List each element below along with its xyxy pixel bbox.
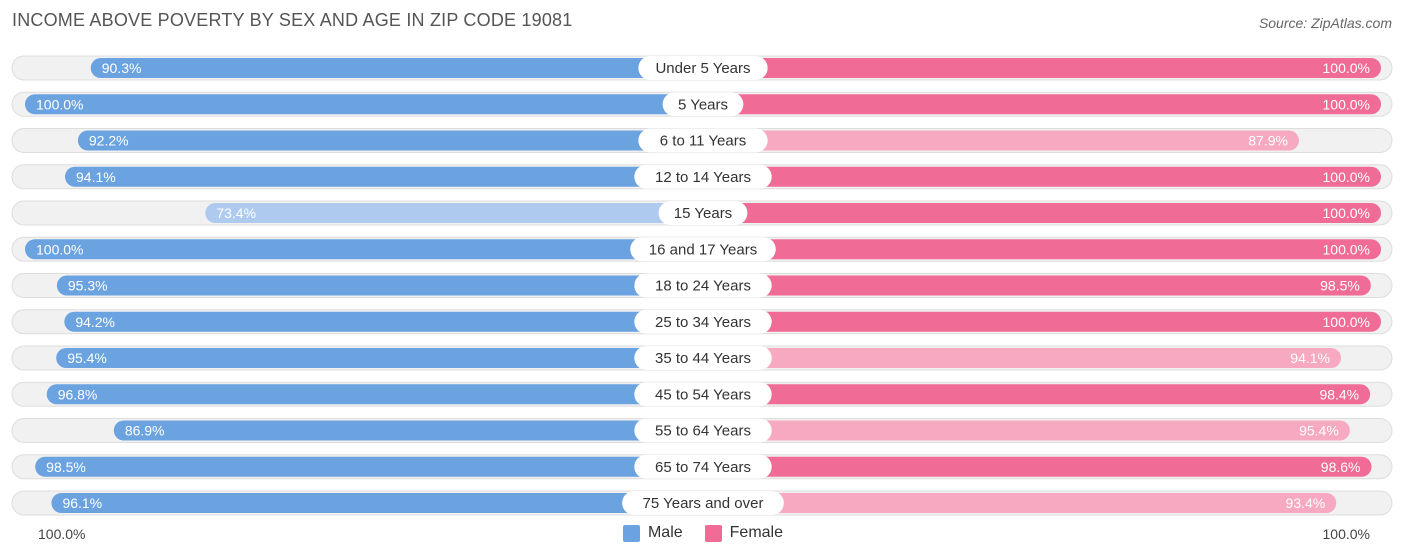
data-label-male: 96.1% bbox=[62, 495, 102, 511]
category-label-pill bbox=[634, 454, 772, 479]
category-label-pill bbox=[630, 237, 776, 262]
data-label-male: 95.3% bbox=[68, 278, 108, 294]
category-label: Under 5 Years bbox=[655, 60, 750, 77]
data-label-female: 100.0% bbox=[1323, 314, 1370, 330]
category-label-pill bbox=[658, 201, 748, 225]
category-label-pill bbox=[634, 309, 772, 334]
category-label-pill bbox=[634, 164, 772, 189]
data-label-male: 94.2% bbox=[75, 314, 115, 330]
bar-female bbox=[703, 348, 1341, 368]
data-label-male: 96.8% bbox=[58, 386, 98, 402]
bar-female bbox=[703, 311, 1381, 332]
data-label-female: 100.0% bbox=[1323, 169, 1370, 185]
bar-female bbox=[703, 203, 1381, 223]
category-label: 65 to 74 Years bbox=[655, 459, 751, 476]
bar-male bbox=[25, 94, 703, 115]
bar-male bbox=[205, 203, 703, 223]
bar-male bbox=[113, 420, 704, 441]
data-label-male: 73.4% bbox=[216, 205, 256, 221]
bar-male bbox=[64, 311, 704, 332]
category-label: 55 to 64 Years bbox=[655, 423, 751, 440]
data-label-male: 90.3% bbox=[102, 60, 142, 76]
legend-swatch-female bbox=[704, 524, 722, 542]
category-label-pill bbox=[638, 56, 768, 80]
data-label-female: 93.4% bbox=[1286, 495, 1326, 511]
axis-left-label: 100.0% bbox=[38, 526, 86, 542]
bar-female bbox=[703, 58, 1381, 78]
bar-male bbox=[56, 275, 703, 296]
legend-item-female: Female bbox=[704, 524, 784, 542]
data-label-male: 98.5% bbox=[46, 459, 86, 475]
legend: Male Female bbox=[0, 524, 1406, 542]
data-label-male: 95.4% bbox=[67, 350, 107, 366]
category-label: 5 Years bbox=[678, 96, 728, 113]
data-label-female: 98.4% bbox=[1319, 386, 1359, 402]
data-label-female: 94.1% bbox=[1290, 350, 1330, 366]
data-label-male: 94.1% bbox=[76, 169, 116, 185]
bar-female bbox=[703, 420, 1350, 441]
bar-male bbox=[90, 58, 704, 78]
bar-male bbox=[25, 239, 703, 260]
category-label: 16 and 17 Years bbox=[649, 241, 757, 258]
bar-male bbox=[65, 166, 703, 187]
diverging-bar-chart: 90.3% 100.0% Under 5 Years 100.0% 100.0% 5 Ye… bbox=[11, 55, 1393, 516]
category-label: 6 to 11 Years bbox=[660, 133, 746, 150]
bar-male bbox=[46, 384, 704, 405]
category-label: 35 to 44 Years bbox=[655, 350, 751, 367]
bar-male bbox=[51, 493, 703, 513]
category-label-pill bbox=[634, 346, 772, 370]
category-label: 12 to 14 Years bbox=[655, 169, 751, 186]
legend-label-female: Female bbox=[729, 524, 784, 541]
data-label-male: 100.0% bbox=[36, 96, 83, 112]
axis-right-label: 100.0% bbox=[1322, 526, 1370, 542]
category-label-pill bbox=[662, 92, 744, 117]
category-label-pill bbox=[638, 128, 768, 153]
data-label-female: 98.6% bbox=[1321, 459, 1361, 475]
data-label-female: 95.4% bbox=[1299, 423, 1339, 439]
legend-label-male: Male bbox=[647, 524, 683, 541]
data-label-female: 100.0% bbox=[1323, 205, 1370, 221]
data-label-male: 92.2% bbox=[89, 133, 129, 149]
data-label-female: 100.0% bbox=[1323, 60, 1370, 76]
data-label-male: 86.9% bbox=[125, 423, 165, 439]
bar-female bbox=[703, 493, 1337, 513]
data-label-female: 98.5% bbox=[1320, 278, 1360, 294]
bar-female bbox=[703, 166, 1381, 187]
legend-item-male: Male bbox=[622, 524, 683, 542]
bar-female bbox=[703, 456, 1372, 477]
bar-female bbox=[703, 275, 1371, 296]
bar-male bbox=[77, 130, 703, 151]
data-label-male: 100.0% bbox=[36, 241, 83, 257]
bar-female bbox=[703, 384, 1371, 405]
bar-female bbox=[703, 130, 1299, 151]
data-label-female: 100.0% bbox=[1323, 96, 1370, 112]
bar-male bbox=[56, 348, 704, 368]
category-label: 25 to 34 Years bbox=[655, 314, 751, 331]
category-label: 75 Years and over bbox=[643, 495, 764, 512]
category-label-pill bbox=[634, 273, 772, 298]
legend-swatch-male bbox=[622, 524, 640, 542]
bar-female bbox=[703, 94, 1381, 115]
category-label-pill bbox=[634, 418, 772, 443]
category-label: 15 Years bbox=[674, 205, 732, 222]
data-label-female: 100.0% bbox=[1323, 241, 1370, 257]
category-label: 18 to 24 Years bbox=[655, 278, 751, 295]
data-label-female: 87.9% bbox=[1248, 133, 1288, 149]
category-label-pill bbox=[622, 491, 784, 515]
bar-female bbox=[703, 239, 1381, 260]
bar-male bbox=[35, 456, 704, 477]
source-note: Source: ZipAtlas.com bbox=[1258, 15, 1392, 31]
chart-title: INCOME ABOVE POVERTY BY SEX AND AGE IN Z… bbox=[12, 10, 573, 30]
category-label-pill bbox=[634, 382, 772, 407]
category-label: 45 to 54 Years bbox=[655, 386, 751, 403]
